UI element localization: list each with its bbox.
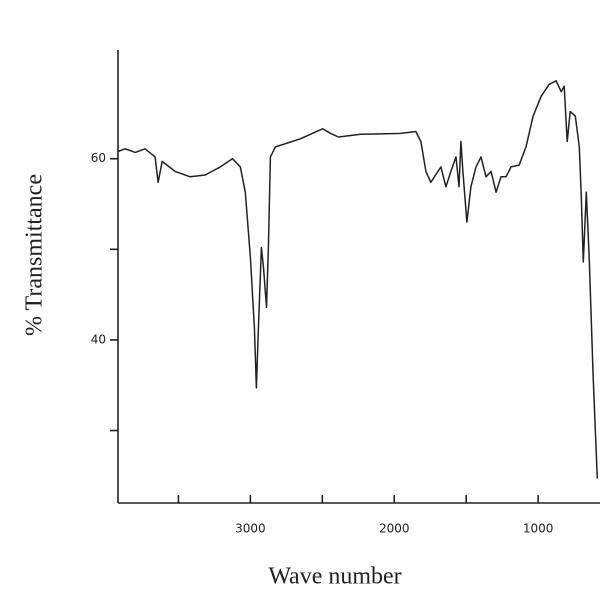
x-tick-label: 3000 xyxy=(235,522,266,536)
y-tick-label: 60 xyxy=(91,151,106,165)
spectrum-line xyxy=(117,80,599,479)
x-tick-label: 2000 xyxy=(379,522,410,536)
y-axis-title: % Transmittance xyxy=(22,174,48,336)
y-tick-label: 40 xyxy=(91,332,106,346)
x-tick-label: 1000 xyxy=(523,522,554,536)
x-axis-title: Wave number xyxy=(268,564,401,590)
